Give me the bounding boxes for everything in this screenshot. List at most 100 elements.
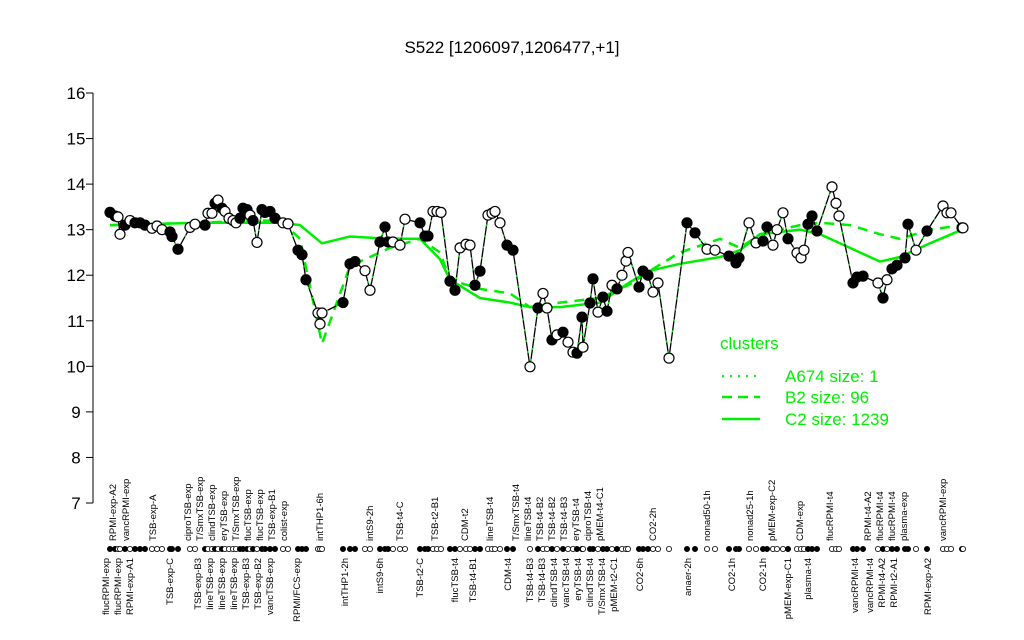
x-label-top: TSB-t4-B3 [559,497,570,541]
x-label-bottom: flucTSB-t4 [450,558,461,602]
x-label-top: colist-exp [279,501,290,541]
data-point [782,233,794,245]
x-label-bottom: TSB-exp-B3 [193,558,204,610]
y-tick-label: 7 [71,494,80,513]
x-label-bottom: vancRPMI-t4 [850,558,861,613]
x-label-top: nonad25-1h [745,490,756,541]
rug-point [875,546,882,553]
x-label-top: vancRPMI-exp [121,479,132,541]
x-label-top: flucRPMI-t4 [875,491,886,541]
data-point [282,218,294,230]
x-label-bottom: TSB-t4-B1 [468,558,479,602]
rug-point [595,546,602,553]
x-label-bottom: TSB-t4-B3 [525,558,536,602]
data-point [557,326,569,338]
x-label-bottom: flucRPMI-exp [113,558,124,615]
rug-point [361,546,368,553]
rug-point [625,546,632,553]
data-point [206,207,218,219]
rug-point [590,546,597,553]
x-label-top: nonad50-1h [702,490,713,541]
rug-point [764,546,771,553]
x-label-bottom: vancTSB-t4 [561,558,572,608]
data-point [771,224,783,236]
x-label-top: T/SmxTSB-exp [231,477,242,541]
rug-point [704,546,711,553]
rug-point [339,546,346,553]
rug-point [271,546,278,553]
data-point [921,225,933,237]
rug-point [746,546,753,553]
data-point [541,302,553,314]
rug-point [122,546,129,553]
rug-point [809,546,816,553]
x-label-bottom: flucRPMI-exp [101,558,112,615]
chart-title: S522 [1206097,1206477,+1] [404,38,619,57]
cluster-lines [109,219,963,349]
rug-point [191,546,198,553]
rug-point [127,546,134,553]
data-point [857,270,869,282]
x-label-top: flucRPMI-t4 [825,491,836,541]
rug-point [640,546,647,553]
data-point [647,286,659,298]
rug-point [736,546,743,553]
data-point [507,244,519,256]
data-point [902,218,914,230]
data-point [587,273,599,285]
data-point [296,249,308,261]
data-point [251,236,263,249]
data-point [767,239,779,251]
data-point [576,311,588,323]
data-point [945,207,957,219]
x-label-bottom: lineTSB-exp [229,558,240,610]
legend-label-b2: B2 size: 96 [785,388,869,407]
x-label-top: TSB-t4-C [395,501,406,541]
rug-point [136,546,143,553]
rug-point [692,546,699,553]
rug-point [535,546,542,553]
data-point [709,244,721,256]
x-label-bottom: CO2-1h [758,558,769,591]
x-label-bottom: TSB-exp-B3 [241,558,252,610]
data-point [394,239,406,251]
rug-point [253,546,260,553]
x-label-bottom: lineTSB-exp [217,558,228,610]
y-tick-label: 12 [67,266,86,285]
x-label-top: RPMI-exp-A2 [108,484,119,541]
rug-point [396,546,403,553]
rug-point [527,546,534,553]
data-point [349,255,361,268]
x-label-bottom: intS9-6h [375,558,386,593]
x-label-bottom: CDM-t4 [503,558,514,591]
rug-point [302,546,309,553]
x-label-top: flucTSB-exp [255,489,266,541]
legend: clusters A674 size: 1 B2 size: 96 C2 siz… [720,334,889,429]
x-label-bottom: T/SmxTSB-t4 [597,558,608,615]
rug-point [554,546,561,553]
rug-point [780,546,787,553]
data-point [910,244,922,256]
cluster-line-b2 [109,219,963,349]
x-label-top: lineTSB-t4 [523,497,534,541]
rug-point [266,546,273,553]
cluster-line-c2 [109,221,963,309]
data-point [166,230,178,243]
rug-point [491,546,498,553]
rug-point [854,546,861,553]
x-label-top: CDM-t2 [460,508,471,541]
y-tick-label: 14 [67,175,86,194]
x-label-top: TSB-t2-B1 [430,497,441,541]
y-tick-label: 15 [67,130,86,149]
data-point [474,265,486,277]
data-point [316,307,328,319]
data-point [622,246,634,259]
data-point [899,252,911,264]
x-label-top: pMEM-t4-C1 [595,487,606,541]
rug-point [174,546,181,553]
rug-point [726,546,733,553]
x-label-bottom: CO2-1h [727,558,738,591]
legend-label-c2: C2 size: 1239 [785,410,889,429]
x-label-top: TSB-t4-B2 [547,497,558,541]
